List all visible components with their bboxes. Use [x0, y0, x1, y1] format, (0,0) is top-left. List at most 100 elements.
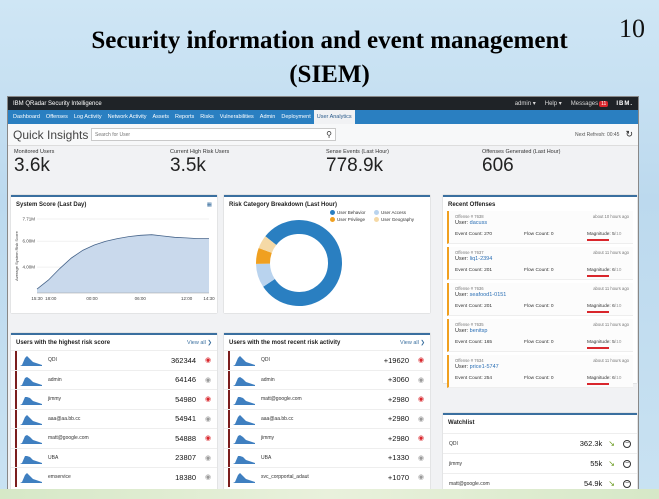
offense-item[interactable]: Offense # 7634 about 11 hours ago User: pr… [447, 355, 633, 388]
user-row[interactable]: UBA +1330 ◉ [224, 447, 430, 467]
tab-offenses[interactable]: Offenses [45, 114, 68, 120]
user-name[interactable]: QDI [449, 440, 458, 447]
eye-icon[interactable]: ◉ [417, 415, 425, 423]
user-name[interactable]: matt@google.com [449, 480, 490, 487]
offense-user-prefix: User: [455, 292, 470, 298]
watchlist-row[interactable]: matt@google.com 54.9k ↘ − [443, 473, 637, 493]
minus-circle-icon[interactable]: − [623, 439, 631, 448]
user-row[interactable]: UBA 23807 ◉ [11, 447, 217, 467]
user-name[interactable]: aaa@aa.bb.cc [48, 415, 81, 422]
user-row[interactable]: jimmy 54980 ◉ [11, 389, 217, 409]
tab-user-analytics[interactable]: User Analytics [313, 110, 355, 124]
eye-icon[interactable]: ◉ [417, 454, 425, 462]
panel-header: Users with the most recent risk activity… [224, 335, 430, 346]
user-row[interactable]: admin +3060 ◉ [224, 369, 430, 389]
user-name[interactable]: admin [48, 376, 62, 383]
user-name[interactable]: matt@google.com [261, 396, 302, 403]
sparkline [20, 376, 42, 386]
user-score: 54980 [175, 394, 196, 404]
tab-risks[interactable]: Risks [200, 114, 214, 120]
eye-icon[interactable]: ◉ [204, 435, 212, 443]
user-name[interactable]: matt@google.com [48, 435, 89, 442]
offense-user-link[interactable]: seafood1-0151 [469, 292, 507, 298]
risk-indicator-bar [15, 409, 17, 428]
watchlist-row[interactable]: jimmy 55k ↘ − [443, 453, 637, 473]
user-name[interactable]: UBA [48, 454, 59, 461]
watchlist-row[interactable]: QDI 362.3k ↘ − [443, 433, 637, 453]
offense-id: Offense # 7634 [455, 358, 484, 363]
y-axis-label: Average System Risk Score [14, 230, 19, 280]
user-name[interactable]: aaa@aa.bb.cc [261, 415, 294, 422]
user-row[interactable]: aaa@aa.bb.cc 54941 ◉ [11, 408, 217, 428]
messages-menu[interactable]: Messages 11 [571, 100, 609, 107]
user-name[interactable]: UBA [261, 454, 272, 461]
user-row[interactable]: aaa@aa.bb.cc +2980 ◉ [224, 408, 430, 428]
donut-slice-user-behavior[interactable] [263, 220, 342, 306]
user-row[interactable]: jimmy +2980 ◉ [224, 428, 430, 448]
help-menu[interactable]: Help ▾ [544, 101, 562, 107]
eye-icon[interactable]: ◉ [417, 396, 425, 404]
user-name[interactable]: jimmy [449, 460, 463, 467]
donut-slice-user-access[interactable] [256, 263, 276, 287]
tab-assets[interactable]: Assets [152, 114, 170, 120]
user-name[interactable]: QDI [261, 357, 270, 364]
user-row[interactable]: matt@google.com +2980 ◉ [224, 389, 430, 409]
sparkline-area [233, 356, 255, 367]
offense-user-link[interactable]: liq1-2394 [469, 256, 493, 262]
highest-risk-panel: Users with the highest risk score View al… [11, 333, 217, 494]
minus-circle-icon[interactable]: − [623, 479, 631, 488]
eye-icon[interactable]: ◉ [417, 474, 425, 482]
eye-icon[interactable]: ◉ [204, 474, 212, 482]
tab-reports[interactable]: Reports [175, 114, 195, 120]
eye-icon[interactable]: ◉ [417, 357, 425, 365]
eye-icon[interactable]: ◉ [204, 376, 212, 384]
user-row[interactable]: matt@google.com 54888 ◉ [11, 428, 217, 448]
donut-slice-user-privilege[interactable] [256, 247, 272, 264]
risk-indicator-bar [228, 409, 230, 428]
view-all-link[interactable]: View all ❯ [187, 340, 212, 346]
user-name[interactable]: QDI [48, 357, 57, 364]
offense-user-link[interactable]: dacuss [469, 220, 488, 226]
recent-offenses-panel: Recent Offenses Offense # 7638 about 10 h… [443, 195, 637, 388]
risk-indicator-bar [228, 468, 230, 487]
user-name[interactable]: admin [261, 376, 275, 383]
minus-circle-icon[interactable]: − [623, 459, 631, 468]
admin-menu[interactable]: admin ▾ [514, 101, 536, 107]
eye-icon[interactable]: ◉ [204, 396, 212, 404]
user-row[interactable]: emservice 18380 ◉ [11, 467, 217, 487]
user-row[interactable]: svc_corpportal_adaut +1070 ◉ [224, 467, 430, 487]
user-name[interactable]: emservice [48, 474, 71, 481]
donut-slice-user-geography[interactable] [258, 236, 277, 254]
tab-admin[interactable]: Admin [259, 114, 276, 120]
eye-icon[interactable]: ◉ [204, 454, 212, 462]
panel-header: Users with the highest risk score View al… [11, 335, 217, 346]
offense-item[interactable]: Offense # 7638 about 10 hours ago User: da… [447, 211, 633, 244]
search-icon[interactable]: ⚲ [326, 130, 332, 139]
panel-menu-icon[interactable]: ▦ [206, 202, 212, 208]
user-row[interactable]: admin 64146 ◉ [11, 369, 217, 389]
eye-icon[interactable]: ◉ [417, 435, 425, 443]
tab-vulnerabilities[interactable]: Vulnerabilities [219, 114, 254, 120]
offense-item[interactable]: Offense # 7636 about 11 hours ago User: se… [447, 283, 633, 316]
eye-icon[interactable]: ◉ [417, 376, 425, 384]
eye-icon[interactable]: ◉ [204, 415, 212, 423]
tab-log-activity[interactable]: Log Activity [73, 114, 102, 120]
offense-item[interactable]: Offense # 7637 about 11 hours ago User: li… [447, 247, 633, 280]
user-name[interactable]: jimmy [261, 435, 275, 442]
user-name[interactable]: svc_corpportal_adaut [261, 474, 309, 481]
eye-icon[interactable]: ◉ [204, 357, 212, 365]
tab-dashboard[interactable]: Dashboard [13, 114, 40, 120]
tab-deployment[interactable]: Deployment [281, 114, 311, 120]
user-row[interactable]: QDI 362344 ◉ [11, 350, 217, 370]
ibm-logo: IBM. [616, 100, 633, 107]
offense-user-link[interactable]: price1-5747 [469, 364, 499, 370]
view-all-link[interactable]: View all ❯ [400, 340, 425, 346]
offense-user-link[interactable]: benitsp [469, 328, 488, 334]
user-row[interactable]: QDI +19620 ◉ [224, 350, 430, 370]
tab-network-activity[interactable]: Network Activity [107, 114, 147, 120]
search-input[interactable] [95, 131, 327, 138]
offense-flow-count: Flow Count: 0 [524, 304, 554, 309]
refresh-icon[interactable]: ↻ [625, 129, 633, 139]
offense-item[interactable]: Offense # 7635 about 11 hours ago User: be… [447, 319, 633, 352]
user-name[interactable]: jimmy [48, 396, 62, 403]
